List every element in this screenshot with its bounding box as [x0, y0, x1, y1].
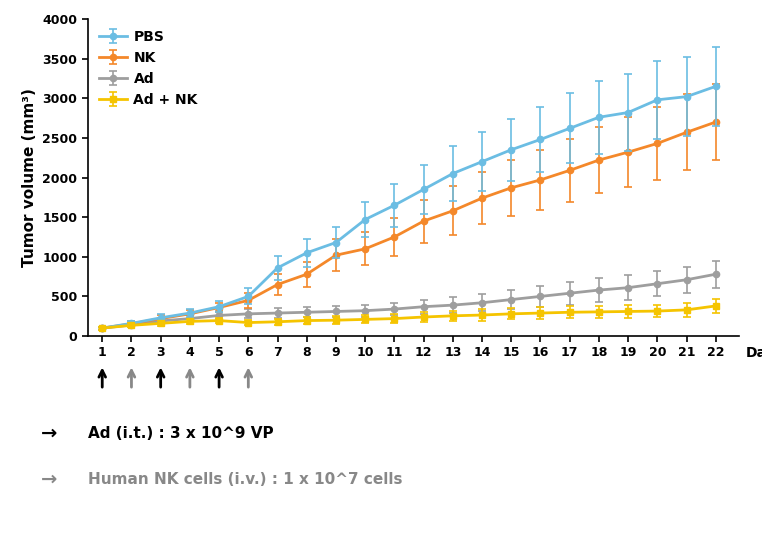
Text: Days: Days — [746, 346, 762, 359]
Y-axis label: Tumor volume (mm³): Tumor volume (mm³) — [21, 88, 37, 267]
Text: Human NK cells (i.v.) : 1 x 10^7 cells: Human NK cells (i.v.) : 1 x 10^7 cells — [88, 472, 402, 487]
Text: →: → — [41, 470, 58, 489]
Legend: PBS, NK, Ad, Ad + NK: PBS, NK, Ad, Ad + NK — [94, 26, 202, 111]
Text: Ad (i.t.) : 3 x 10^9 VP: Ad (i.t.) : 3 x 10^9 VP — [88, 426, 274, 441]
Text: →: → — [41, 424, 58, 443]
